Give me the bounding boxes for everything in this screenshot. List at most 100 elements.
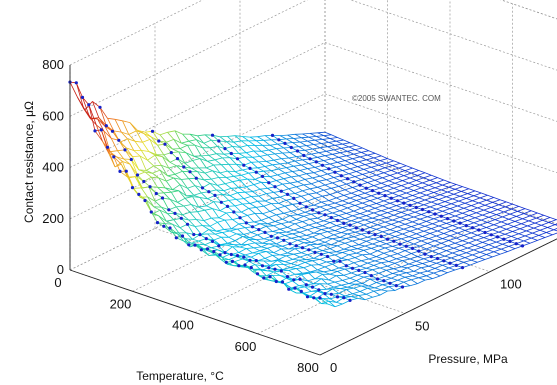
mesh-line (331, 270, 338, 272)
mesh-line (408, 182, 416, 186)
mesh-line (328, 300, 336, 307)
mesh-line (384, 275, 392, 279)
mesh-line (102, 141, 110, 154)
mesh-line (194, 144, 203, 149)
mesh-line (389, 226, 398, 231)
mesh-line (374, 287, 382, 291)
mesh-line (327, 202, 336, 206)
data-point (230, 259, 235, 263)
mesh-line (351, 295, 359, 297)
mesh-line (286, 165, 294, 168)
mesh-line (186, 232, 193, 240)
mesh-line (259, 247, 268, 252)
mesh-line (277, 172, 286, 176)
mesh-line (146, 199, 155, 208)
mesh-line (233, 174, 242, 177)
data-point (314, 160, 318, 164)
mesh-line (113, 130, 122, 133)
mesh-line (347, 231, 356, 235)
data-point (400, 285, 405, 289)
mesh-line (242, 203, 251, 205)
mesh-line (252, 156, 260, 163)
mesh-line (149, 139, 158, 146)
mesh-line (354, 149, 362, 153)
mesh-line (178, 190, 186, 199)
mesh-line (278, 203, 286, 207)
mesh-line (182, 211, 191, 216)
mesh-line (424, 199, 432, 203)
mesh-line (436, 233, 444, 237)
mesh-line (401, 263, 409, 268)
mesh-line (238, 223, 246, 228)
mesh-line (271, 170, 278, 176)
mesh-line (283, 263, 292, 265)
mesh-line (328, 225, 337, 229)
mesh-line (548, 222, 556, 225)
mesh-line (92, 101, 100, 118)
mesh-line (181, 140, 189, 144)
mesh-line (298, 146, 306, 151)
mesh-line (129, 164, 137, 177)
mesh-line (252, 252, 259, 254)
mesh-line (307, 140, 314, 145)
mesh-line (261, 269, 268, 272)
mesh-line (466, 249, 474, 254)
mesh-line (419, 218, 427, 222)
mesh-line (383, 250, 392, 254)
mesh-line (292, 280, 300, 286)
mesh-line (463, 261, 471, 266)
mesh-line (157, 186, 166, 189)
mesh-line (306, 232, 314, 236)
mesh-line (307, 254, 314, 259)
mesh-line (388, 258, 397, 262)
mesh-line (411, 253, 418, 257)
mesh-line (359, 262, 368, 267)
mesh-line (391, 221, 399, 225)
mesh-line (404, 170, 412, 174)
mesh-line (184, 238, 193, 240)
mesh-line (364, 296, 373, 301)
mesh-line (468, 188, 476, 192)
mesh-line (156, 154, 163, 158)
mesh-line (301, 164, 308, 169)
mesh-line (367, 152, 376, 156)
mesh-line (293, 165, 301, 171)
mesh-line (371, 248, 378, 252)
mesh-line (323, 134, 332, 136)
mesh-line (334, 143, 343, 146)
mesh-line (229, 192, 238, 196)
mesh-line (148, 186, 156, 202)
mesh-line (308, 224, 316, 228)
mesh-line (241, 140, 248, 146)
mesh-line (313, 229, 322, 234)
mesh-line (367, 179, 376, 183)
mesh-line (182, 171, 190, 179)
mesh-line (170, 191, 178, 203)
mesh-line (308, 193, 316, 199)
mesh-line (289, 214, 298, 216)
mesh-line (387, 212, 394, 216)
mesh-line (140, 187, 148, 198)
mesh-line (324, 184, 332, 189)
mesh-line (177, 233, 185, 242)
mesh-line (313, 144, 321, 149)
mesh-line (263, 139, 272, 141)
mesh-line (324, 238, 333, 243)
mesh-line (276, 243, 283, 247)
mesh-line (188, 219, 197, 221)
mesh-line (298, 173, 307, 177)
mesh-line (396, 228, 404, 232)
mesh-line (328, 275, 337, 281)
mesh-line (423, 228, 432, 232)
mesh-line (198, 206, 206, 211)
data-point (335, 295, 340, 299)
x-tick-label: 600 (235, 339, 257, 354)
mesh-line (221, 164, 228, 172)
mesh-line (337, 137, 344, 141)
mesh-line (361, 207, 368, 212)
mesh-line (382, 231, 389, 235)
mesh-line (433, 192, 441, 196)
mesh-line (416, 230, 424, 235)
mesh-line (436, 179, 444, 184)
mesh-line (386, 214, 394, 218)
